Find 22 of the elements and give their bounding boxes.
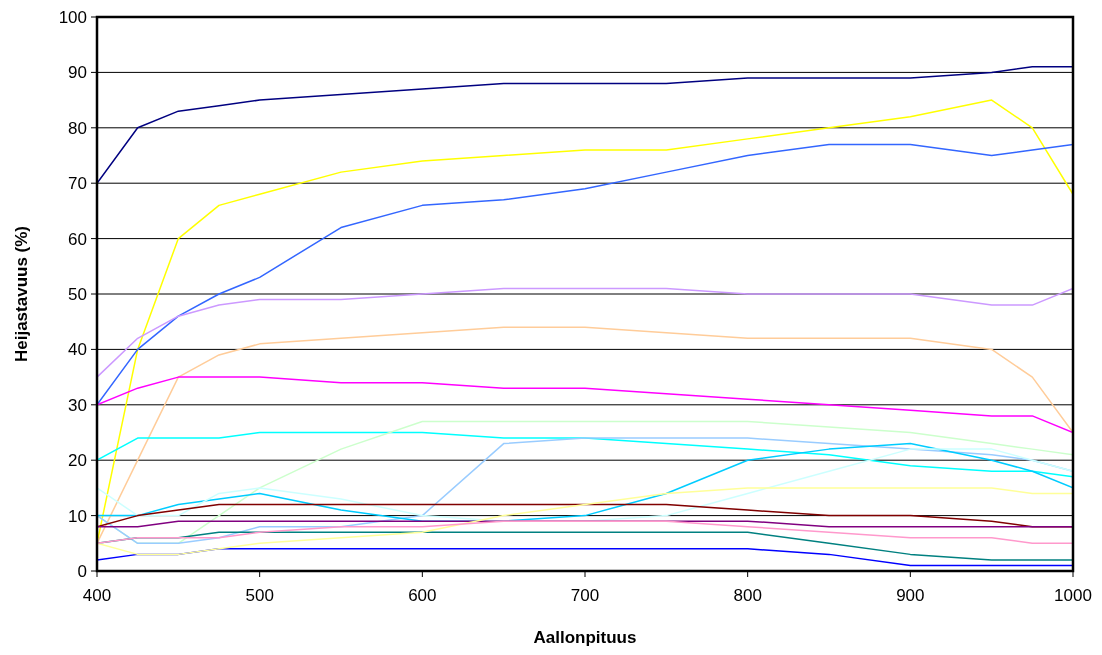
y-tick-label: 60 [68, 229, 87, 249]
x-tick-label: 500 [245, 586, 274, 605]
y-tick-label: 100 [58, 7, 87, 27]
line-series [97, 548, 1073, 567]
x-tick-label: 900 [896, 586, 925, 605]
y-tick-label: 70 [68, 174, 87, 194]
x-axis-title: Aallonpituus [533, 628, 637, 647]
x-tick-label: 800 [733, 586, 762, 605]
y-tick-label: 20 [68, 451, 87, 471]
y-tick-label: 30 [68, 395, 87, 415]
y-tick-label: 80 [68, 118, 87, 138]
y-axis-title: Heijastavuus (%) [12, 225, 31, 363]
y-tick-label: 10 [68, 506, 87, 526]
line-series [97, 520, 1073, 545]
y-tick-label: 40 [68, 340, 87, 360]
x-tick-label: 400 [82, 586, 112, 605]
y-tick-label: 0 [77, 561, 87, 581]
y-tick-label: 90 [68, 63, 87, 83]
x-tick-label: 700 [570, 586, 600, 605]
x-tick-label: 600 [408, 586, 437, 605]
x-tick-label: 1000 [1054, 586, 1092, 605]
y-tick-label: 50 [68, 284, 87, 304]
